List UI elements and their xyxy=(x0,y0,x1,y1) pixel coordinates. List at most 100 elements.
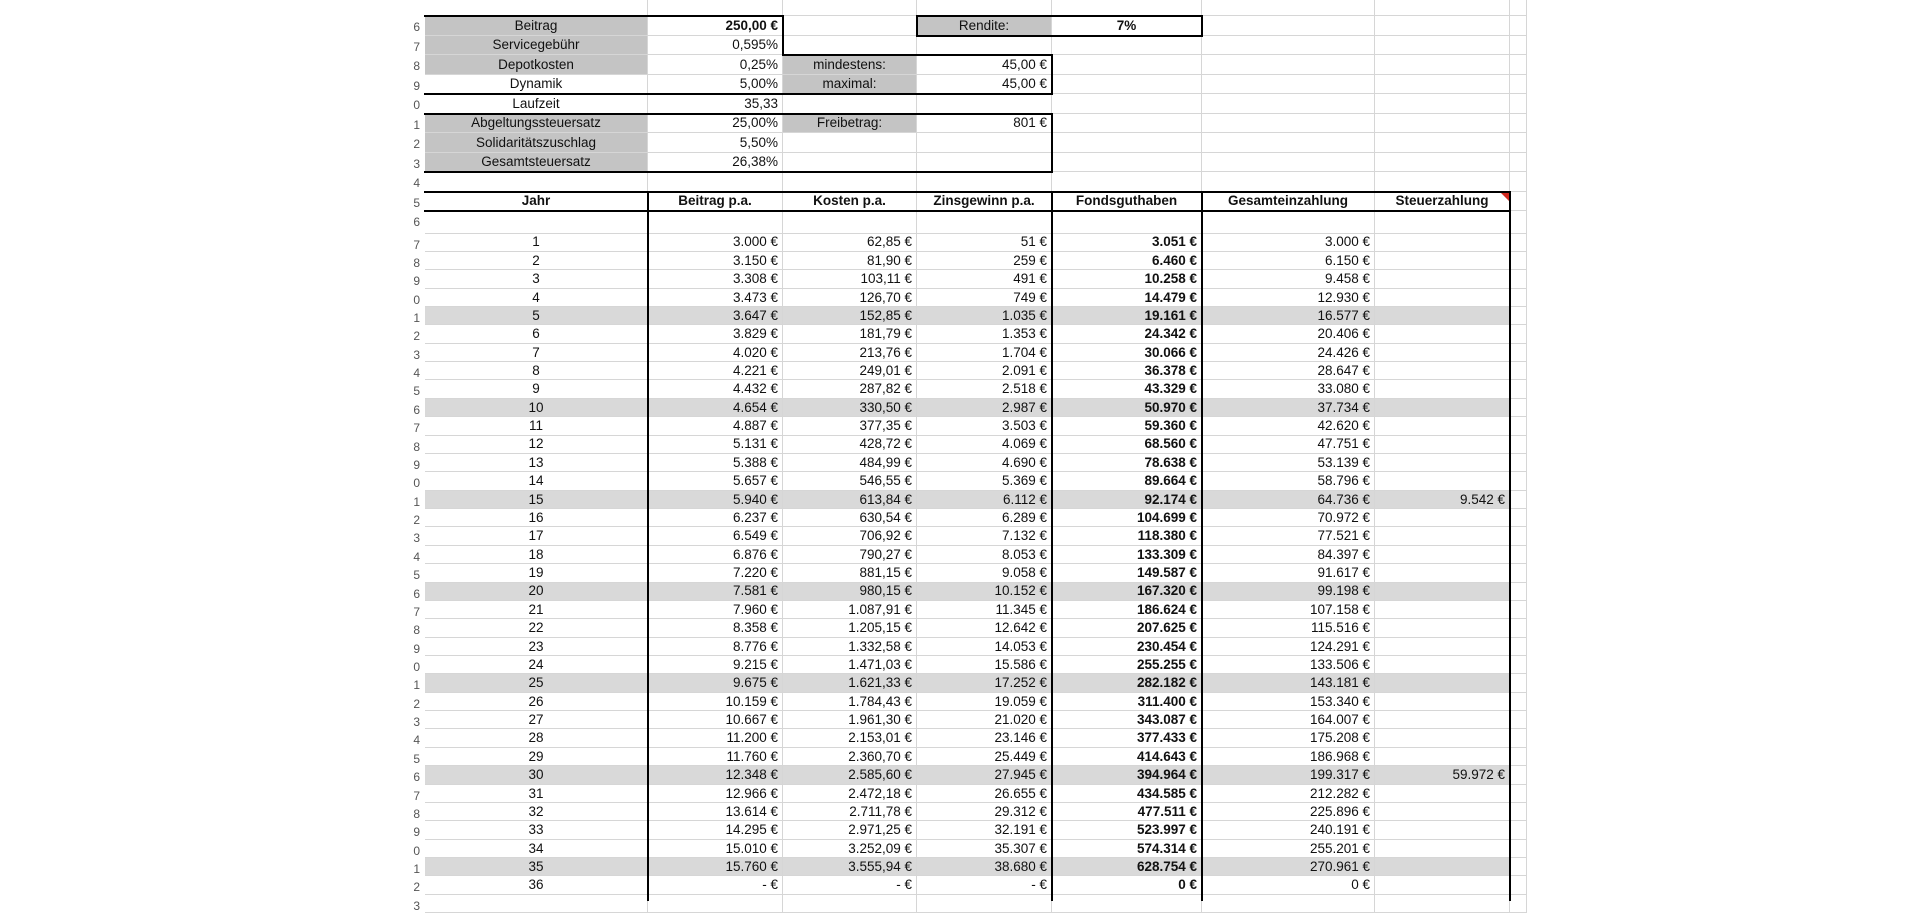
row-header[interactable]: 6 xyxy=(413,402,420,417)
value-cell[interactable] xyxy=(1375,839,1510,859)
column-header[interactable]: Beitrag p.a. xyxy=(648,191,783,211)
grid-cell[interactable] xyxy=(1202,0,1375,16)
grid-cell[interactable] xyxy=(1202,55,1375,75)
row-header[interactable]: 0 xyxy=(413,843,420,858)
value-cell[interactable]: 14.479 € xyxy=(1052,288,1202,307)
value-cell[interactable]: 153.340 € xyxy=(1202,692,1375,712)
param-label-servicegebuehr[interactable]: Servicegebühr xyxy=(425,35,648,55)
grid-cell[interactable] xyxy=(1510,711,1527,730)
grid-cell[interactable] xyxy=(425,172,648,192)
param-label-beitrag[interactable]: Beitrag xyxy=(425,16,648,36)
value-cell[interactable]: 1.087,91 € xyxy=(783,600,917,620)
value-cell[interactable]: 29.312 € xyxy=(917,802,1052,822)
row-header[interactable]: 4 xyxy=(413,733,420,748)
value-cell[interactable]: 3.308 € xyxy=(648,270,783,289)
grid-cell[interactable] xyxy=(1510,0,1527,16)
value-cell[interactable]: 11.760 € xyxy=(648,747,783,767)
value-cell[interactable]: 249,01 € xyxy=(783,362,917,381)
grid-cell[interactable] xyxy=(1510,270,1527,289)
year-cell[interactable]: 33 xyxy=(425,821,648,840)
grid-cell[interactable] xyxy=(1510,233,1527,252)
year-cell[interactable]: 25 xyxy=(425,674,648,693)
value-cell[interactable] xyxy=(1375,802,1510,822)
grid-cell[interactable] xyxy=(1202,35,1375,55)
row-header[interactable]: 4 xyxy=(413,366,420,381)
value-cell[interactable]: 1.961,30 € xyxy=(783,711,917,730)
value-cell[interactable]: 259 € xyxy=(917,251,1052,271)
grid-cell[interactable] xyxy=(1510,490,1527,510)
row-header[interactable]: 5 xyxy=(413,751,420,766)
value-cell[interactable]: 377,35 € xyxy=(783,417,917,436)
value-cell[interactable] xyxy=(1375,233,1510,252)
grid-cell[interactable] xyxy=(783,152,917,172)
value-cell[interactable]: 4.887 € xyxy=(648,417,783,436)
year-cell[interactable]: 36 xyxy=(425,876,648,895)
value-cell[interactable]: 19.161 € xyxy=(1052,306,1202,326)
value-cell[interactable]: 1.784,43 € xyxy=(783,692,917,712)
value-cell[interactable]: 3.000 € xyxy=(648,233,783,252)
value-cell[interactable] xyxy=(1375,251,1510,271)
value-cell[interactable]: 9.675 € xyxy=(648,674,783,693)
grid-cell[interactable] xyxy=(1510,152,1527,172)
value-cell[interactable]: 15.586 € xyxy=(917,656,1052,675)
param-value-beitrag[interactable]: 250,00 € xyxy=(648,16,783,36)
value-cell[interactable]: 167.320 € xyxy=(1052,582,1202,601)
year-cell[interactable]: 32 xyxy=(425,802,648,822)
value-cell[interactable]: 77.521 € xyxy=(1202,527,1375,546)
value-cell[interactable]: 1.205,15 € xyxy=(783,619,917,638)
value-cell[interactable] xyxy=(1375,711,1510,730)
value-cell[interactable]: 1.353 € xyxy=(917,325,1052,344)
year-cell[interactable]: 15 xyxy=(425,490,648,510)
grid-cell[interactable] xyxy=(1510,656,1527,675)
value-cell[interactable]: 28.647 € xyxy=(1202,362,1375,381)
value-cell[interactable]: 255.201 € xyxy=(1202,839,1375,859)
value-cell[interactable]: 0 € xyxy=(1052,876,1202,895)
value-cell[interactable]: 7.132 € xyxy=(917,527,1052,546)
grid-cell[interactable] xyxy=(1052,55,1202,75)
year-cell[interactable]: 7 xyxy=(425,343,648,363)
value-cell[interactable]: 24.426 € xyxy=(1202,343,1375,363)
grid-cell[interactable] xyxy=(648,894,783,913)
grid-cell[interactable] xyxy=(783,94,917,114)
year-cell[interactable]: 5 xyxy=(425,306,648,326)
value-cell[interactable] xyxy=(1375,747,1510,767)
value-cell[interactable] xyxy=(1375,637,1510,656)
value-cell[interactable] xyxy=(1375,472,1510,491)
row-header[interactable]: 8 xyxy=(413,623,420,638)
row-header[interactable]: 8 xyxy=(413,59,420,73)
value-cell[interactable]: 186.968 € xyxy=(1202,747,1375,767)
param-value-rendite[interactable]: 7% xyxy=(1052,16,1202,36)
param-label-rendite[interactable]: Rendite: xyxy=(917,16,1052,36)
value-cell[interactable]: 26.655 € xyxy=(917,784,1052,803)
grid-cell[interactable] xyxy=(1510,380,1527,399)
value-cell[interactable]: 706,92 € xyxy=(783,527,917,546)
grid-cell[interactable] xyxy=(1202,152,1375,172)
value-cell[interactable]: 70.972 € xyxy=(1202,509,1375,528)
column-header[interactable]: Gesamteinzahlung xyxy=(1202,191,1375,211)
value-cell[interactable]: 64.736 € xyxy=(1202,490,1375,510)
param-value-gesamtsteuer[interactable]: 26,38% xyxy=(648,152,783,172)
grid-cell[interactable] xyxy=(1375,133,1510,153)
row-header[interactable]: 9 xyxy=(413,274,420,289)
value-cell[interactable]: 5.388 € xyxy=(648,453,783,473)
grid-cell[interactable] xyxy=(1510,545,1527,565)
value-cell[interactable]: 15.010 € xyxy=(648,839,783,859)
value-cell[interactable]: 15.760 € xyxy=(648,858,783,877)
param-value-freibetrag[interactable]: 801 € xyxy=(917,113,1052,133)
value-cell[interactable]: 5.131 € xyxy=(648,435,783,454)
value-cell[interactable]: 8.776 € xyxy=(648,637,783,656)
value-cell[interactable]: 4.432 € xyxy=(648,380,783,399)
value-cell[interactable]: 4.020 € xyxy=(648,343,783,363)
grid-cell[interactable] xyxy=(1375,152,1510,172)
value-cell[interactable]: 118.380 € xyxy=(1052,527,1202,546)
row-header[interactable]: 0 xyxy=(413,660,420,674)
grid-cell[interactable] xyxy=(1510,35,1527,55)
value-cell[interactable]: 2.987 € xyxy=(917,398,1052,418)
grid-cell[interactable] xyxy=(1202,211,1375,234)
value-cell[interactable]: 2.711,78 € xyxy=(783,802,917,822)
value-cell[interactable]: 107.158 € xyxy=(1202,600,1375,620)
grid-cell[interactable] xyxy=(1510,251,1527,271)
value-cell[interactable]: 27.945 € xyxy=(917,766,1052,785)
param-label-maximal[interactable]: maximal: xyxy=(783,74,917,94)
value-cell[interactable]: 149.587 € xyxy=(1052,564,1202,583)
